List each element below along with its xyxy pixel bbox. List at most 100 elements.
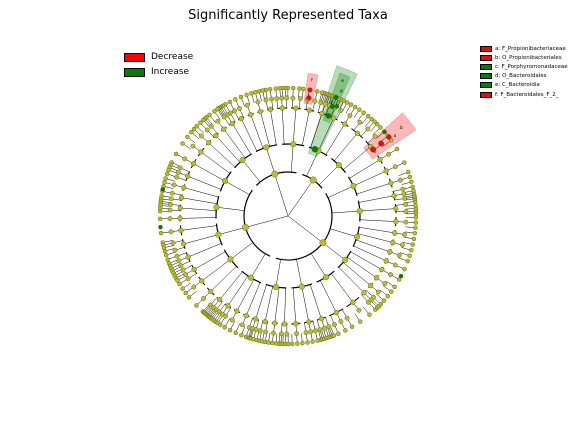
class-node <box>356 208 363 215</box>
taxa-legend-item: c: F_Porphyromonadaceae <box>480 62 568 71</box>
increase-node <box>158 224 163 230</box>
genus-node <box>277 86 283 91</box>
order-branch <box>201 259 231 282</box>
genus-node <box>207 112 212 118</box>
root-node <box>287 215 289 217</box>
genus-node <box>227 99 233 105</box>
class-node <box>215 231 222 238</box>
family-node <box>237 106 242 111</box>
order-node <box>177 215 183 221</box>
taxa-swatch <box>480 63 492 70</box>
order-branch <box>346 257 377 279</box>
genus-node <box>215 106 220 112</box>
taxa-swatch <box>480 45 492 52</box>
order-branch <box>270 109 277 146</box>
family-node <box>326 324 332 330</box>
genus-node <box>239 333 244 338</box>
order-branch <box>180 207 217 211</box>
phylum-node <box>319 239 327 247</box>
genus-node <box>163 252 169 258</box>
class-node <box>222 178 229 185</box>
family-node <box>172 247 178 253</box>
genus-node <box>173 151 179 157</box>
genus-node <box>385 294 390 299</box>
taxa-swatch <box>480 82 492 89</box>
taxa-legend-item: e: C_Bacteroidia <box>480 81 568 90</box>
genus-node <box>407 174 413 180</box>
genus-node <box>372 119 377 124</box>
genus-node <box>233 97 238 102</box>
genus-node <box>392 284 397 290</box>
order-node <box>383 168 389 174</box>
family-node <box>182 156 188 162</box>
genus-node <box>201 117 206 123</box>
class-node <box>342 256 349 263</box>
genus-node <box>166 167 171 173</box>
genus-node <box>297 86 302 91</box>
taxa-legend-item: f: F_Bacteroidales_F_2_ <box>480 90 568 99</box>
taxa-label: a: F_Propionibacteriaceae <box>495 45 566 52</box>
class-branch <box>330 228 358 238</box>
order-node <box>208 288 214 295</box>
order-branch <box>342 262 371 286</box>
class-branch <box>216 206 245 211</box>
family-node <box>190 143 196 149</box>
order-branch <box>301 110 310 146</box>
family-node <box>175 170 181 175</box>
class-node <box>263 144 270 151</box>
phylum-branch <box>274 173 289 217</box>
genus-node <box>157 216 163 221</box>
family-node <box>167 207 173 213</box>
clade-letter: c <box>330 101 333 106</box>
clade-letter: b <box>400 125 403 131</box>
order-branch <box>250 114 264 149</box>
family-node <box>177 165 183 171</box>
family-node <box>257 328 263 334</box>
order-branch <box>223 128 246 159</box>
order-branch <box>180 225 217 231</box>
family-node <box>255 99 261 105</box>
genus-node <box>183 290 188 296</box>
genus-node <box>222 325 227 330</box>
family-node <box>274 96 280 101</box>
genus-node <box>410 184 415 190</box>
phylum-branch <box>287 179 314 217</box>
legend-item-increase: Increase <box>124 65 193 79</box>
order-branch <box>183 187 219 198</box>
genus-node <box>233 330 238 336</box>
order-node <box>293 321 299 327</box>
family-node <box>331 322 337 327</box>
figure-title: Significantly Represented Taxa <box>188 8 388 23</box>
family-node <box>168 229 174 235</box>
order-branch <box>194 251 226 270</box>
family-node <box>297 96 303 102</box>
order-node <box>293 105 299 111</box>
legend: Decrease Increase <box>124 50 193 80</box>
taxa-swatch <box>480 73 492 80</box>
order-branch <box>193 163 226 182</box>
class-node <box>322 274 329 281</box>
order-branch <box>292 108 297 145</box>
taxa-legend-item: d: O_Bacteroidales <box>480 72 568 81</box>
phylum-node <box>242 223 249 231</box>
phylum-node <box>309 176 317 184</box>
genus-node <box>343 328 348 333</box>
order-node <box>306 107 312 113</box>
class-node <box>213 204 220 211</box>
genus-node <box>163 176 168 181</box>
family-node <box>244 102 250 108</box>
family-node <box>168 202 173 207</box>
genus-node <box>378 301 383 307</box>
genus-node <box>212 109 217 114</box>
order-node <box>393 206 399 212</box>
genus-node <box>162 180 167 185</box>
genus-node <box>405 258 410 264</box>
class-branch <box>327 185 354 198</box>
family-node <box>263 329 269 335</box>
order-node <box>229 120 235 127</box>
order-node <box>318 316 324 322</box>
genus-node <box>374 121 380 127</box>
order-node <box>262 318 268 325</box>
class-node <box>272 283 279 290</box>
family-node <box>208 123 214 129</box>
